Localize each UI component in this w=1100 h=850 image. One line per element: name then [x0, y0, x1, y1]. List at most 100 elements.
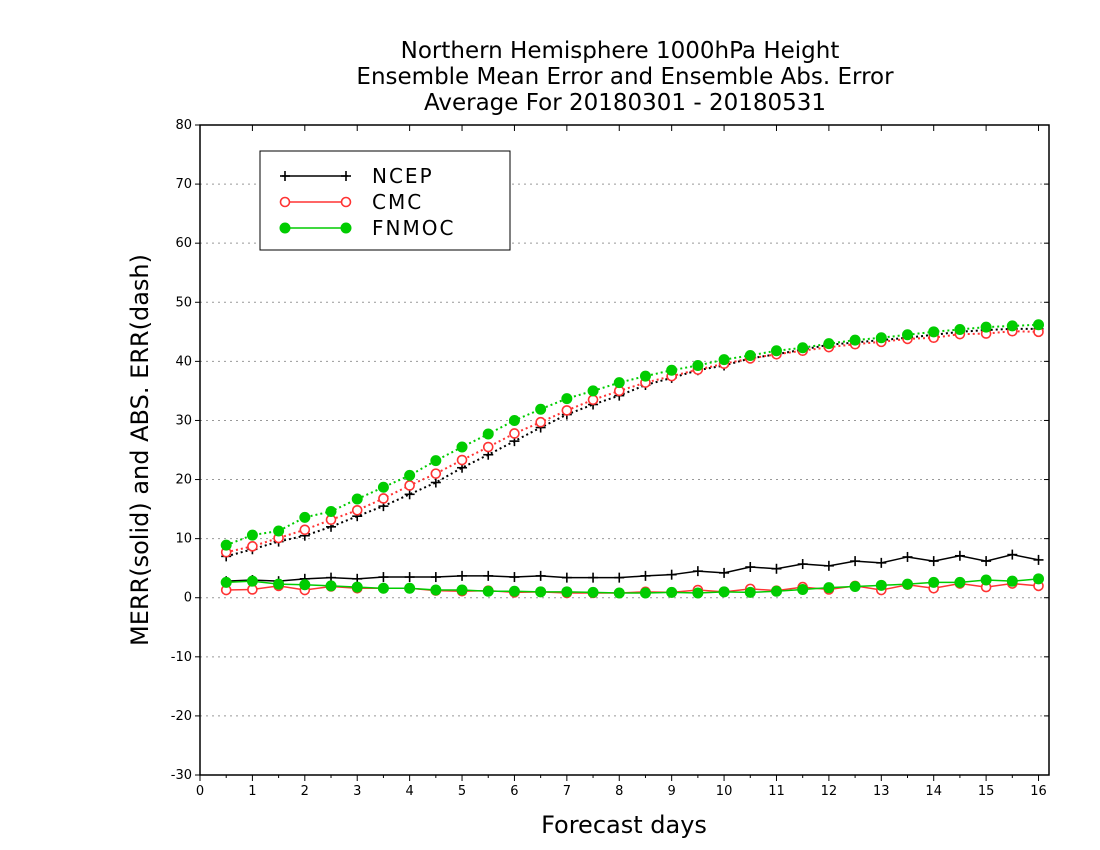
data-point: [325, 505, 337, 517]
data-point: [614, 572, 625, 583]
data-point: [902, 329, 913, 341]
data-point: [508, 414, 520, 426]
data-point: [902, 578, 913, 590]
title-line-1: Northern Hemisphere 1000hPa Height: [401, 38, 840, 64]
data-point: [823, 560, 834, 571]
data-point: [246, 529, 258, 541]
data-point: [640, 570, 651, 581]
data-point: [981, 556, 992, 567]
data-point: [220, 539, 232, 551]
chart-title: Northern Hemisphere 1000hPa Height Ensem…: [356, 38, 894, 116]
data-point: [771, 563, 782, 574]
x-tick-label: 10: [716, 784, 733, 799]
x-tick-label: 11: [768, 784, 785, 799]
data-point: [561, 393, 573, 405]
data-point: [666, 586, 678, 598]
data-point: [220, 576, 232, 588]
title-line-3: Average For 20180301 - 20180531: [424, 90, 826, 116]
y-tick-label: 30: [175, 413, 192, 428]
data-point: [430, 584, 442, 596]
data-point: [954, 323, 966, 335]
title-line-2: Ensemble Mean Error and Ensemble Abs. Er…: [356, 64, 894, 90]
data-point: [1006, 575, 1018, 587]
data-point: [639, 370, 651, 382]
legend-marker-left: [279, 222, 291, 234]
data-point: [692, 566, 703, 577]
series-fnmoc-mean-error: [220, 573, 1045, 599]
x-tick-label: 8: [615, 784, 623, 799]
data-point: [1033, 573, 1045, 585]
series-cmc-mean-error: [220, 578, 1044, 599]
x-tick-label: 4: [405, 784, 413, 799]
legend-marker-left: [279, 196, 291, 208]
data-point: [823, 338, 835, 350]
data-point: [351, 504, 363, 516]
legend-marker-right: [340, 222, 352, 234]
data-point: [587, 385, 599, 397]
data-point: [482, 428, 494, 440]
y-tick-label: 70: [175, 177, 192, 192]
x-tick-label: 9: [668, 784, 676, 799]
data-point: [666, 364, 678, 376]
data-point: [457, 570, 468, 581]
data-point: [875, 332, 887, 344]
series-fnmoc-abs-error: [220, 319, 1045, 551]
x-tick-label: 6: [510, 784, 518, 799]
data-point: [325, 580, 337, 592]
series-line: [225, 330, 1039, 554]
x-tick-label: 12: [821, 784, 838, 799]
x-tick-label: 16: [1030, 784, 1047, 799]
data-point: [954, 576, 966, 588]
series-line: [225, 327, 1039, 558]
data-point: [613, 377, 625, 389]
data-point: [378, 572, 389, 583]
data-point: [299, 579, 311, 591]
data-point: [535, 586, 547, 598]
data-point: [797, 583, 809, 595]
data-point: [954, 550, 965, 561]
data-point: [430, 468, 442, 479]
data-point: [639, 587, 651, 599]
data-point: [456, 441, 468, 453]
y-tick-label: 20: [175, 473, 192, 488]
data-point: [456, 454, 468, 466]
data-point: [508, 585, 520, 597]
data-point: [692, 587, 704, 599]
legend-box: [259, 150, 511, 251]
data-point: [456, 584, 468, 596]
data-point: [928, 326, 940, 338]
data-point: [666, 569, 677, 580]
data-point: [535, 570, 546, 581]
legend-marker-left: [280, 171, 290, 181]
data-point: [876, 557, 887, 568]
data-point: [404, 572, 415, 583]
data-point: [770, 345, 782, 357]
data-point: [299, 511, 311, 523]
legend-entry-ncep: NCEP: [280, 164, 432, 188]
data-point: [246, 575, 258, 587]
x-tick-label: 2: [301, 784, 309, 799]
plot-frame: [199, 124, 1050, 776]
series-ncep-mean-error: [221, 549, 1044, 587]
y-tick-label: 0: [184, 591, 192, 606]
data-point: [535, 416, 546, 428]
x-tick-label: 3: [353, 784, 361, 799]
data-point: [404, 480, 415, 491]
x-tick-label: 7: [563, 784, 571, 799]
data-point: [588, 572, 599, 583]
data-point: [378, 493, 389, 504]
legend-entry-fnmoc: FNMOC: [279, 216, 453, 240]
data-point: [430, 455, 442, 467]
data-point: [902, 551, 913, 562]
legend-marker-right: [341, 171, 351, 181]
data-point: [483, 570, 494, 581]
data-point: [535, 403, 547, 415]
data-point: [849, 334, 861, 346]
x-tick-label: 5: [458, 784, 466, 799]
series-line: [226, 553, 1039, 582]
data-point: [849, 581, 861, 592]
series-ncep-abs-error: [221, 323, 1044, 562]
series-group: [220, 319, 1045, 599]
data-point: [404, 469, 416, 481]
